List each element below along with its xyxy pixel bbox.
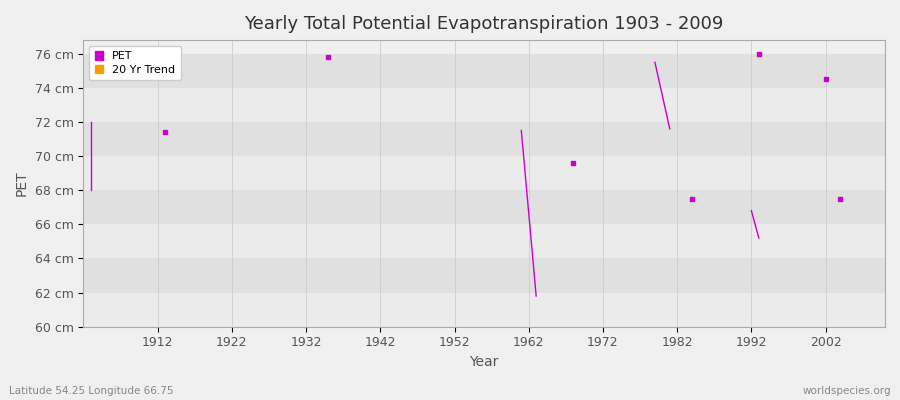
Bar xyxy=(84,293,885,327)
Bar xyxy=(84,190,885,224)
Text: worldspecies.org: worldspecies.org xyxy=(803,386,891,396)
Bar xyxy=(84,258,885,293)
Text: Latitude 54.25 Longitude 66.75: Latitude 54.25 Longitude 66.75 xyxy=(9,386,174,396)
X-axis label: Year: Year xyxy=(470,355,499,369)
Bar xyxy=(84,54,885,88)
Bar xyxy=(84,224,885,258)
Legend: PET, 20 Yr Trend: PET, 20 Yr Trend xyxy=(89,46,181,80)
Bar xyxy=(84,156,885,190)
Title: Yearly Total Potential Evapotranspiration 1903 - 2009: Yearly Total Potential Evapotranspiratio… xyxy=(245,15,724,33)
Bar xyxy=(84,88,885,122)
Bar xyxy=(84,122,885,156)
Y-axis label: PET: PET xyxy=(15,171,29,196)
